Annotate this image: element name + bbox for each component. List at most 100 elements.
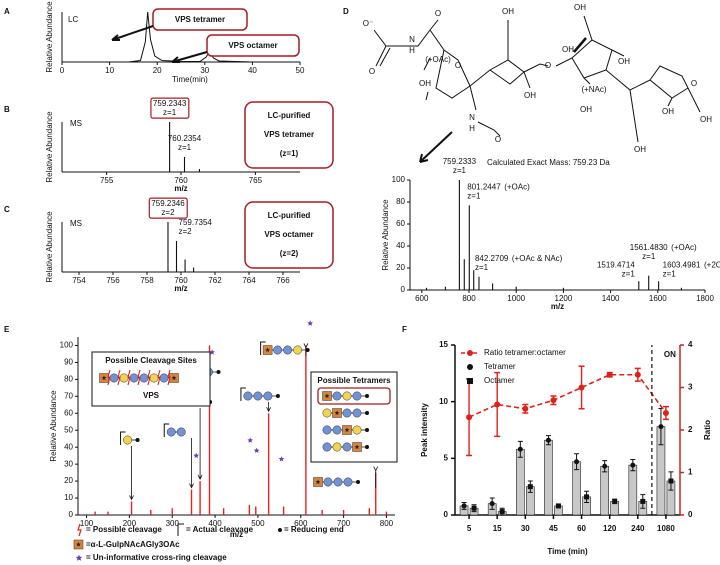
star <box>315 479 321 484</box>
panel-label: D <box>343 7 349 16</box>
y-tick-label: 10 <box>64 493 73 502</box>
structure-label: OH <box>502 7 514 16</box>
x-tick-label: 765 <box>249 176 263 185</box>
reducing-end <box>365 428 369 432</box>
monosaccharide <box>176 427 186 437</box>
y-tick-label: 40 <box>64 442 73 451</box>
marker <box>612 498 618 504</box>
callout-text: LC-purified <box>268 111 311 120</box>
legend-bracket <box>177 523 184 536</box>
monosaccharide <box>273 345 283 355</box>
monosaccharide <box>322 408 332 418</box>
legend-label: Ratio tetramer:octamer <box>484 348 566 357</box>
star <box>76 542 81 547</box>
callout-box <box>244 101 334 169</box>
structure-label: OH <box>580 105 592 114</box>
x-tick-label: 754 <box>72 276 86 285</box>
monosaccharide <box>159 373 169 383</box>
ratio-point <box>522 405 529 412</box>
x-tick-label: 60 <box>577 524 586 533</box>
peak-tag: (+OAc & NAc) <box>512 254 563 263</box>
x-tick-label: 800 <box>380 519 394 528</box>
inset-title: Possible Cleavage Sites <box>105 356 197 365</box>
x-tick-label: 500 <box>251 519 265 528</box>
x-tick-label: 1600 <box>649 294 667 303</box>
structure-label: N <box>409 35 415 44</box>
reducing-end <box>135 438 140 442</box>
monosaccharide <box>149 373 159 383</box>
marker <box>640 498 646 504</box>
peak-charge: z=1 <box>178 143 192 152</box>
legend-label: = Reducing end <box>284 525 344 534</box>
peak-label: 759.2333 <box>443 157 477 166</box>
monosaccharide <box>123 435 132 445</box>
structure-label: O <box>369 67 375 76</box>
bar <box>600 465 609 516</box>
arrow <box>266 402 271 413</box>
callout-box <box>206 34 300 57</box>
ratio-point <box>494 401 501 408</box>
x-tick-label: 760 <box>174 176 188 185</box>
legend-cleavage <box>77 523 82 537</box>
peak-label: 1519.4714 <box>597 260 635 269</box>
reducing-end <box>305 348 310 352</box>
arrow <box>197 408 203 480</box>
ratio-point <box>550 397 557 404</box>
peak-label: 1603.4981 <box>663 260 701 269</box>
legend-label: = Possible cleavage <box>86 525 162 534</box>
structure-label: H <box>469 124 475 133</box>
reducing-end <box>365 445 369 449</box>
monosaccharide <box>322 442 332 452</box>
monosaccharide <box>119 373 129 383</box>
callout-box <box>152 8 248 31</box>
monosaccharide <box>293 345 303 355</box>
marker <box>602 463 608 469</box>
structure-bonds <box>373 15 701 143</box>
ratio-line <box>468 373 667 418</box>
x-tick-label: 400 <box>208 519 222 528</box>
y-axis-label: Relative Abundance <box>45 211 54 283</box>
callout-text: LC-purified <box>268 211 311 220</box>
callout-text: VPS tetramer <box>175 15 225 24</box>
cleavage-mark <box>167 369 171 386</box>
peak-label: 760.2354 <box>168 134 202 143</box>
peak-charge: z=1 <box>163 108 177 117</box>
y-axis-label: Relative Abundance <box>49 390 58 462</box>
y-tick-label: 100 <box>392 175 406 184</box>
x-tick-label: 50 <box>296 66 305 75</box>
structure-label: N <box>469 113 475 122</box>
cleavage-mark <box>127 369 131 386</box>
monosaccharide <box>352 408 362 418</box>
structure-label: OH <box>574 3 586 12</box>
monosaccharide <box>352 425 362 435</box>
monosaccharide <box>332 391 342 401</box>
x-tick-label: 1400 <box>602 294 620 303</box>
y-tick-label: 0 <box>444 510 449 519</box>
x-tick-label: 240 <box>631 524 645 533</box>
y-tick-label: 5 <box>444 453 449 462</box>
peak-charge: z=1 <box>622 269 636 278</box>
monosaccharide <box>166 427 176 437</box>
x-tick-label: 300 <box>166 519 180 528</box>
ratio-point <box>466 414 473 421</box>
y2-tick-label: 4 <box>688 340 693 349</box>
reducing-end <box>365 411 369 415</box>
x-tick-label: 30 <box>200 66 209 75</box>
y-tick-label: 10 <box>439 397 448 406</box>
marker <box>545 437 551 443</box>
cleavage-mark <box>137 369 141 386</box>
legend-label: =α-L-GulpNAcAGly3OAc <box>86 540 180 549</box>
star <box>324 393 330 398</box>
structure-label: OH <box>618 57 630 66</box>
y-tick-label: 20 <box>64 476 73 485</box>
peak-label: 1561.4830 <box>630 243 668 252</box>
marker <box>574 459 580 465</box>
x-tick-label: 20 <box>153 66 162 75</box>
x-tick-label: 766 <box>276 276 290 285</box>
peak-charge: z=1 <box>467 191 481 200</box>
x-tick-label: 600 <box>294 519 308 528</box>
peak-charge: z=1 <box>453 166 467 175</box>
reducing-end <box>275 394 280 398</box>
legend-label: = Un-informative cross-ring cleavage <box>86 553 227 562</box>
arrow <box>373 466 379 488</box>
